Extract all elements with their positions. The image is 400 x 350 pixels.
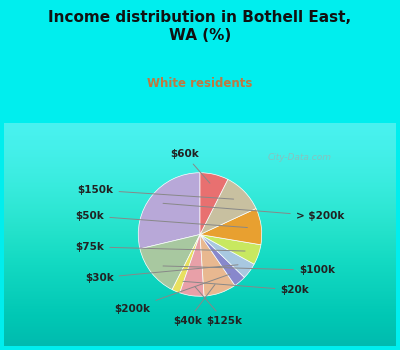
Text: $100k: $100k xyxy=(163,265,335,275)
Text: $40k: $40k xyxy=(173,285,215,326)
Wedge shape xyxy=(200,179,256,235)
Wedge shape xyxy=(200,234,254,278)
Wedge shape xyxy=(200,234,244,285)
Wedge shape xyxy=(200,209,262,245)
Wedge shape xyxy=(180,234,204,296)
Text: $30k: $30k xyxy=(85,265,238,283)
Text: $50k: $50k xyxy=(76,211,248,228)
Wedge shape xyxy=(200,234,235,296)
Text: > $200k: > $200k xyxy=(163,203,344,221)
Wedge shape xyxy=(200,234,261,264)
Text: $20k: $20k xyxy=(183,281,309,295)
Text: $60k: $60k xyxy=(170,149,210,183)
Text: White residents: White residents xyxy=(147,77,253,90)
Text: City-Data.com: City-Data.com xyxy=(268,153,332,162)
Text: $200k: $200k xyxy=(114,274,230,314)
Wedge shape xyxy=(200,173,228,235)
Wedge shape xyxy=(140,234,200,290)
Wedge shape xyxy=(138,173,200,249)
Wedge shape xyxy=(172,234,200,293)
Text: $75k: $75k xyxy=(75,242,245,252)
Text: Income distribution in Bothell East,
WA (%): Income distribution in Bothell East, WA … xyxy=(48,10,352,43)
Text: $125k: $125k xyxy=(195,287,243,326)
Text: $150k: $150k xyxy=(78,185,234,199)
